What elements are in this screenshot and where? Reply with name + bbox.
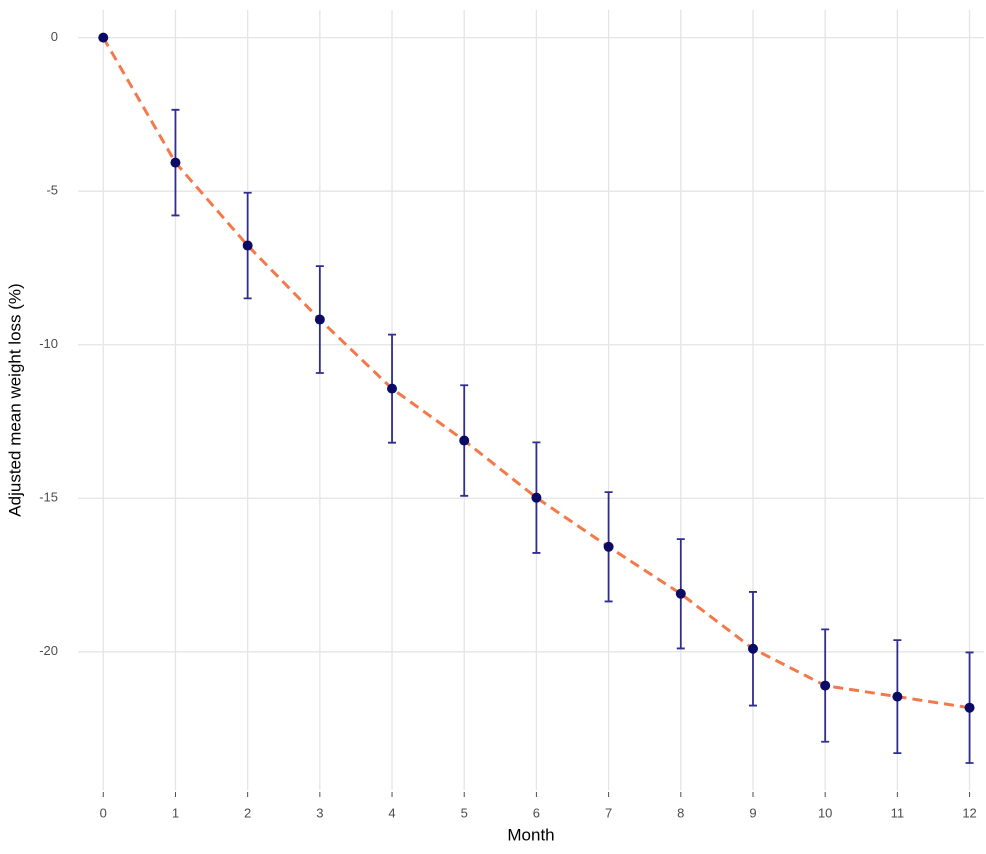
y-tick-label: -10 bbox=[39, 336, 58, 351]
data-point bbox=[964, 702, 975, 713]
data-point bbox=[459, 435, 470, 446]
data-point bbox=[242, 240, 253, 251]
x-tick-label: 9 bbox=[749, 805, 756, 820]
x-tick-label: 0 bbox=[100, 805, 107, 820]
data-point bbox=[314, 314, 325, 325]
data-point bbox=[98, 32, 109, 43]
data-point bbox=[675, 588, 686, 599]
data-point bbox=[603, 541, 614, 552]
data-point bbox=[820, 680, 831, 691]
x-tick-label: 6 bbox=[533, 805, 540, 820]
data-point bbox=[531, 492, 542, 503]
data-point bbox=[747, 643, 758, 654]
x-tick-label: 5 bbox=[461, 805, 468, 820]
x-axis-title: Month bbox=[507, 825, 554, 844]
data-point bbox=[170, 157, 181, 168]
x-tick-label: 10 bbox=[818, 805, 832, 820]
y-tick-label: -15 bbox=[39, 490, 58, 505]
y-tick-label: 0 bbox=[51, 29, 58, 44]
x-tick-label: 4 bbox=[388, 805, 395, 820]
y-tick-label: -20 bbox=[39, 643, 58, 658]
y-axis-title: Adjusted mean weight loss (%) bbox=[5, 283, 24, 516]
x-tick-label: 2 bbox=[244, 805, 251, 820]
x-tick-label: 12 bbox=[962, 805, 976, 820]
x-tick-label: 11 bbox=[891, 805, 905, 820]
data-point bbox=[892, 691, 903, 702]
x-tick-label: 8 bbox=[677, 805, 684, 820]
data-point bbox=[387, 383, 398, 394]
x-tick-label: 7 bbox=[605, 805, 612, 820]
x-tick-label: 3 bbox=[316, 805, 323, 820]
y-tick-label: -5 bbox=[46, 183, 58, 198]
x-tick-label: 1 bbox=[172, 805, 179, 820]
